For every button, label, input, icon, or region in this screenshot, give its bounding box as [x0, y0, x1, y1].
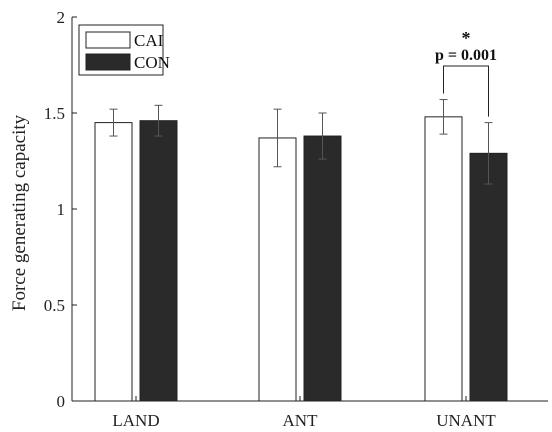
y-axis-label: Force generating capacity	[9, 114, 30, 311]
legend-swatch-con	[85, 53, 131, 71]
y-tick-label: 2	[57, 8, 66, 27]
bar-con-land	[139, 120, 178, 402]
legend: CAI CON	[78, 24, 170, 76]
significance-star: *	[462, 28, 471, 48]
bar-cai-ant	[258, 137, 297, 402]
y-tick-label: 0.5	[44, 296, 65, 315]
x-tick-label: LAND	[112, 411, 159, 430]
y-tick-label: 0	[57, 392, 66, 411]
legend-label-con: CON	[134, 53, 170, 72]
x-tick-label: UNANT	[436, 411, 496, 430]
plot-area: 0 0.5 1 1.5 2 LAND ANT UNANT	[44, 8, 548, 430]
y-tick-label: 1	[57, 200, 66, 219]
bar-con-unant	[469, 152, 508, 402]
bar-con-ant	[303, 135, 342, 402]
y-tick-label: 1.5	[44, 104, 65, 123]
significance-bracket	[443, 65, 489, 117]
p-value-label: p = 0.001	[435, 47, 497, 64]
x-tick-label: ANT	[283, 411, 319, 430]
legend-swatch-cai	[85, 31, 131, 49]
significance-annotation: * p = 0.001	[435, 28, 497, 117]
bar-cai-land	[94, 122, 133, 402]
bar-cai-unant	[424, 116, 463, 402]
legend-label-cai: CAI	[134, 31, 164, 50]
